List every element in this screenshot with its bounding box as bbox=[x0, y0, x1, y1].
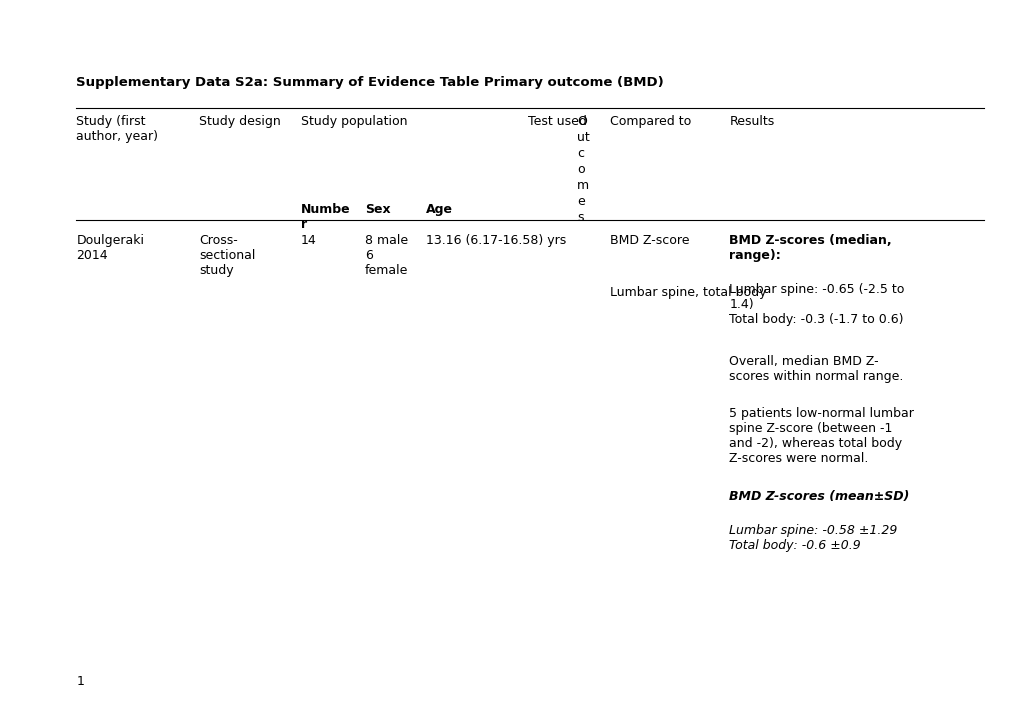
Text: BMD Z-scores (mean±SD): BMD Z-scores (mean±SD) bbox=[729, 490, 909, 503]
Text: BMD Z-scores (median,
range):: BMD Z-scores (median, range): bbox=[729, 234, 891, 262]
Text: Study design: Study design bbox=[199, 115, 280, 128]
Text: Results: Results bbox=[729, 115, 773, 128]
Text: Supplementary Data S2a: Summary of Evidence Table Primary outcome (BMD): Supplementary Data S2a: Summary of Evide… bbox=[76, 76, 663, 89]
Text: BMD Z-score: BMD Z-score bbox=[609, 234, 689, 247]
Text: 1: 1 bbox=[76, 675, 85, 688]
Text: Cross-
sectional
study: Cross- sectional study bbox=[199, 234, 255, 277]
Text: Numbe
r: Numbe r bbox=[301, 203, 351, 231]
Text: 14: 14 bbox=[301, 234, 316, 247]
Text: 5 patients low-normal lumbar
spine Z-score (between -1
and -2), whereas total bo: 5 patients low-normal lumbar spine Z-sco… bbox=[729, 407, 913, 465]
Text: Sex: Sex bbox=[365, 203, 390, 216]
Text: Doulgeraki
2014: Doulgeraki 2014 bbox=[76, 234, 145, 262]
Text: O
ut
c
o
m
e
s: O ut c o m e s bbox=[577, 115, 589, 224]
Text: Lumbar spine, total body: Lumbar spine, total body bbox=[609, 286, 765, 299]
Text: Study (first
author, year): Study (first author, year) bbox=[76, 115, 158, 143]
Text: Overall, median BMD Z-
scores within normal range.: Overall, median BMD Z- scores within nor… bbox=[729, 355, 903, 383]
Text: 13.16 (6.17-16.58) yrs: 13.16 (6.17-16.58) yrs bbox=[426, 234, 567, 247]
Text: Lumbar spine: -0.58 ±1.29
Total body: -0.6 ±0.9: Lumbar spine: -0.58 ±1.29 Total body: -0… bbox=[729, 524, 897, 552]
Text: 8 male
6
female: 8 male 6 female bbox=[365, 234, 409, 277]
Text: Compared to: Compared to bbox=[609, 115, 691, 128]
Text: Test used: Test used bbox=[528, 115, 587, 128]
Text: Lumbar spine: -0.65 (-2.5 to
1.4)
Total body: -0.3 (-1.7 to 0.6): Lumbar spine: -0.65 (-2.5 to 1.4) Total … bbox=[729, 283, 904, 326]
Text: Study population: Study population bbox=[301, 115, 407, 128]
Text: Age: Age bbox=[426, 203, 452, 216]
